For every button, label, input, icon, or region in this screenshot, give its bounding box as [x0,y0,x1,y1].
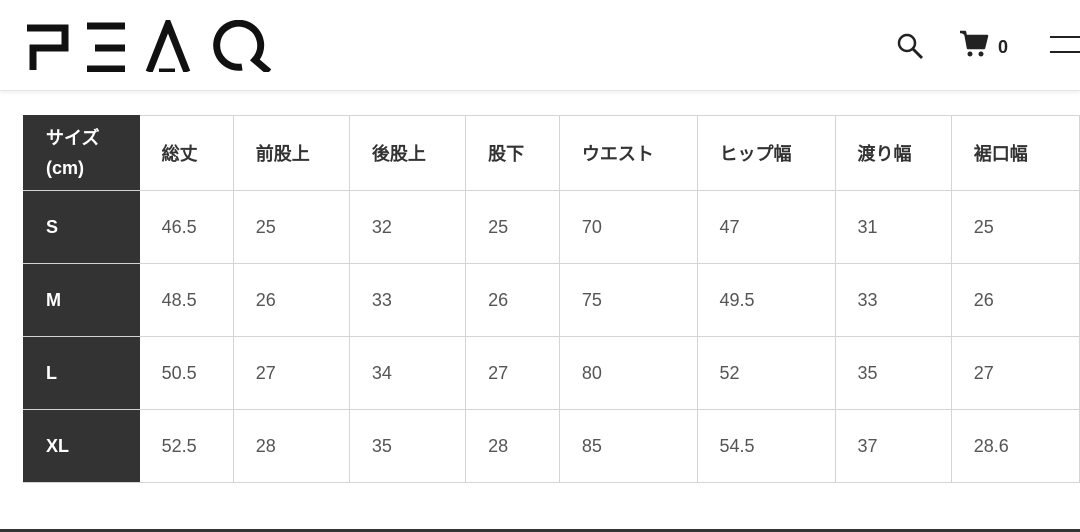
value-cell: 85 [558,409,698,483]
table-row: XL 52.5 28 35 28 85 54.5 37 28.6 [23,409,1080,483]
value-cell: 27 [232,336,350,410]
value-cell: 50.5 [138,336,234,410]
size-cell: XL [23,409,140,483]
size-chart-table: サイズ (cm) 総丈 前股上 後股上 股下 ウエスト ヒップ幅 渡り幅 裾口幅 … [23,115,1080,483]
value-cell: 35 [348,409,467,483]
value-cell: 37 [834,409,952,483]
value-cell: 33 [834,263,952,337]
value-cell: 47 [696,190,836,264]
size-cell: M [23,263,140,337]
column-header: 総丈 [138,115,234,191]
value-cell: 25 [950,190,1080,264]
table-row: L 50.5 27 34 27 80 52 35 27 [23,336,1080,410]
value-cell: 28 [465,409,560,483]
value-cell: 52.5 [138,409,234,483]
value-cell: 52 [696,336,836,410]
value-cell: 34 [348,336,467,410]
value-cell: 48.5 [138,263,234,337]
value-cell: 54.5 [696,409,836,483]
column-header: 裾口幅 [950,115,1080,191]
size-label: サイズ [46,128,100,148]
size-cell: L [23,336,140,410]
table-header-row: サイズ (cm) 総丈 前股上 後股上 股下 ウエスト ヒップ幅 渡り幅 裾口幅 [23,115,1080,191]
column-header: ヒップ幅 [696,115,836,191]
peaq-logo[interactable] [25,20,275,72]
value-cell: 80 [558,336,698,410]
value-cell: 49.5 [696,263,836,337]
value-cell: 28.6 [950,409,1080,483]
size-header: サイズ (cm) [23,115,140,191]
menu-icon[interactable] [1050,36,1080,66]
cart-count: 0 [998,37,1009,57]
unit-label: (cm) [46,158,85,178]
value-cell: 28 [232,409,350,483]
value-cell: 27 [950,336,1080,410]
column-header: 後股上 [348,115,467,191]
value-cell: 25 [465,190,560,264]
value-cell: 26 [465,263,560,337]
value-cell: 25 [232,190,350,264]
value-cell: 46.5 [138,190,234,264]
table-row: S 46.5 25 32 25 70 47 31 25 [23,190,1080,264]
value-cell: 35 [834,336,952,410]
table-row: M 48.5 26 33 26 75 49.5 33 26 [23,263,1080,337]
search-icon[interactable] [896,32,924,60]
column-header: ウエスト [558,115,698,191]
value-cell: 33 [348,263,467,337]
cart-icon[interactable] [959,30,989,58]
column-header: 股下 [465,115,560,191]
column-header: 前股上 [232,115,350,191]
size-cell: S [23,190,140,264]
site-header: 0 [0,0,1080,91]
value-cell: 26 [950,263,1080,337]
footer-bar [0,529,1080,532]
value-cell: 31 [834,190,952,264]
value-cell: 32 [348,190,467,264]
value-cell: 26 [232,263,350,337]
value-cell: 27 [465,336,560,410]
value-cell: 75 [558,263,698,337]
column-header: 渡り幅 [834,115,952,191]
value-cell: 70 [558,190,698,264]
